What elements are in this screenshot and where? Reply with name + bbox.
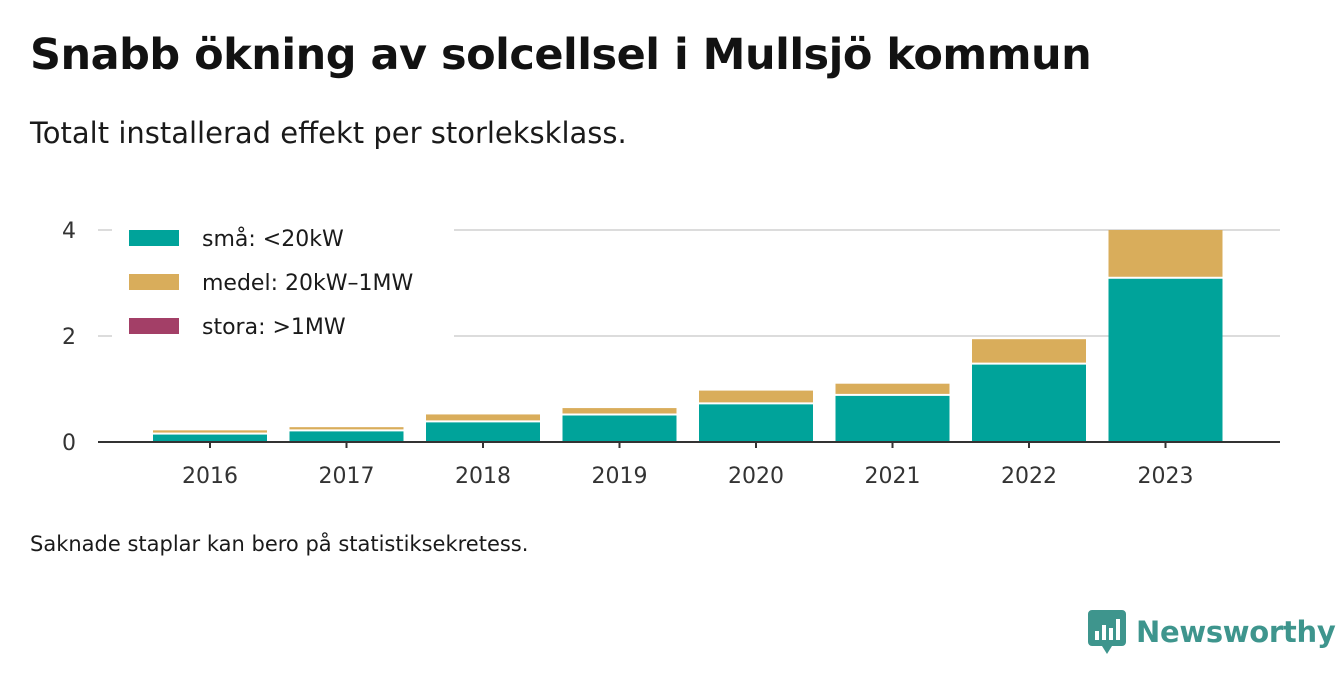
bar-small-2023 (1108, 278, 1223, 442)
x-tick-label: 2018 (455, 464, 511, 489)
bar-medium-2016 (153, 430, 267, 433)
bar-medium-2023 (1108, 230, 1223, 277)
bar-small-2019 (562, 415, 677, 442)
bar-small-2018 (426, 422, 540, 442)
legend-swatch (129, 274, 179, 290)
bar-small-2022 (972, 364, 1086, 442)
bar-medium-2020 (699, 390, 813, 403)
legend-label: stora: >1MW (202, 315, 346, 340)
bar-small-2016 (153, 434, 267, 442)
x-tick-label: 2020 (728, 464, 784, 489)
y-tick-label: 2 (62, 325, 76, 350)
x-tick-labels: 2016 2017 2018 2019 2020 2021 2022 2023 (182, 442, 1194, 489)
bar-medium-2019 (562, 408, 677, 414)
x-tick-label: 2016 (182, 464, 238, 489)
y-tick-label: 4 (62, 219, 76, 244)
y-tick-labels: 0 2 4 (62, 219, 76, 456)
x-tick-label: 2021 (865, 464, 921, 489)
bar-small-2021 (835, 395, 950, 442)
bar-small-2020 (699, 404, 813, 442)
bar-medium-2022 (972, 339, 1086, 363)
legend-label: små: <20kW (202, 226, 344, 252)
footnote: Saknade staplar kan bero på statistiksek… (30, 532, 529, 556)
x-tick-label: 2023 (1138, 464, 1194, 489)
chart-subtitle: Totalt installerad effekt per storlekskl… (30, 116, 627, 150)
chart-title: Snabb ökning av solcellsel i Mullsjö kom… (30, 30, 1092, 80)
brand-logo[interactable]: Newsworthy (1088, 610, 1336, 654)
bar-small-2017 (289, 431, 404, 442)
bars (153, 230, 1223, 442)
legend: små: <20kW medel: 20kW–1MW stora: >1MW (112, 214, 454, 344)
y-tick-label: 0 (62, 431, 76, 456)
bar-medium-2018 (426, 414, 540, 421)
newsworthy-logo-icon (1088, 610, 1126, 654)
bar-medium-2017 (289, 427, 404, 430)
bar-medium-2021 (835, 383, 950, 394)
legend-swatch (129, 230, 179, 246)
x-tick-label: 2017 (319, 464, 375, 489)
legend-label: medel: 20kW–1MW (202, 271, 413, 296)
x-tick-label: 2019 (592, 464, 648, 489)
stacked-bar-chart: 0 2 4 2016 2017 2018 2019 2020 2021 2022 2023 små… (62, 214, 1280, 489)
x-tick-label: 2022 (1001, 464, 1057, 489)
legend-swatch (129, 318, 179, 334)
brand-name: Newsworthy (1136, 615, 1336, 649)
